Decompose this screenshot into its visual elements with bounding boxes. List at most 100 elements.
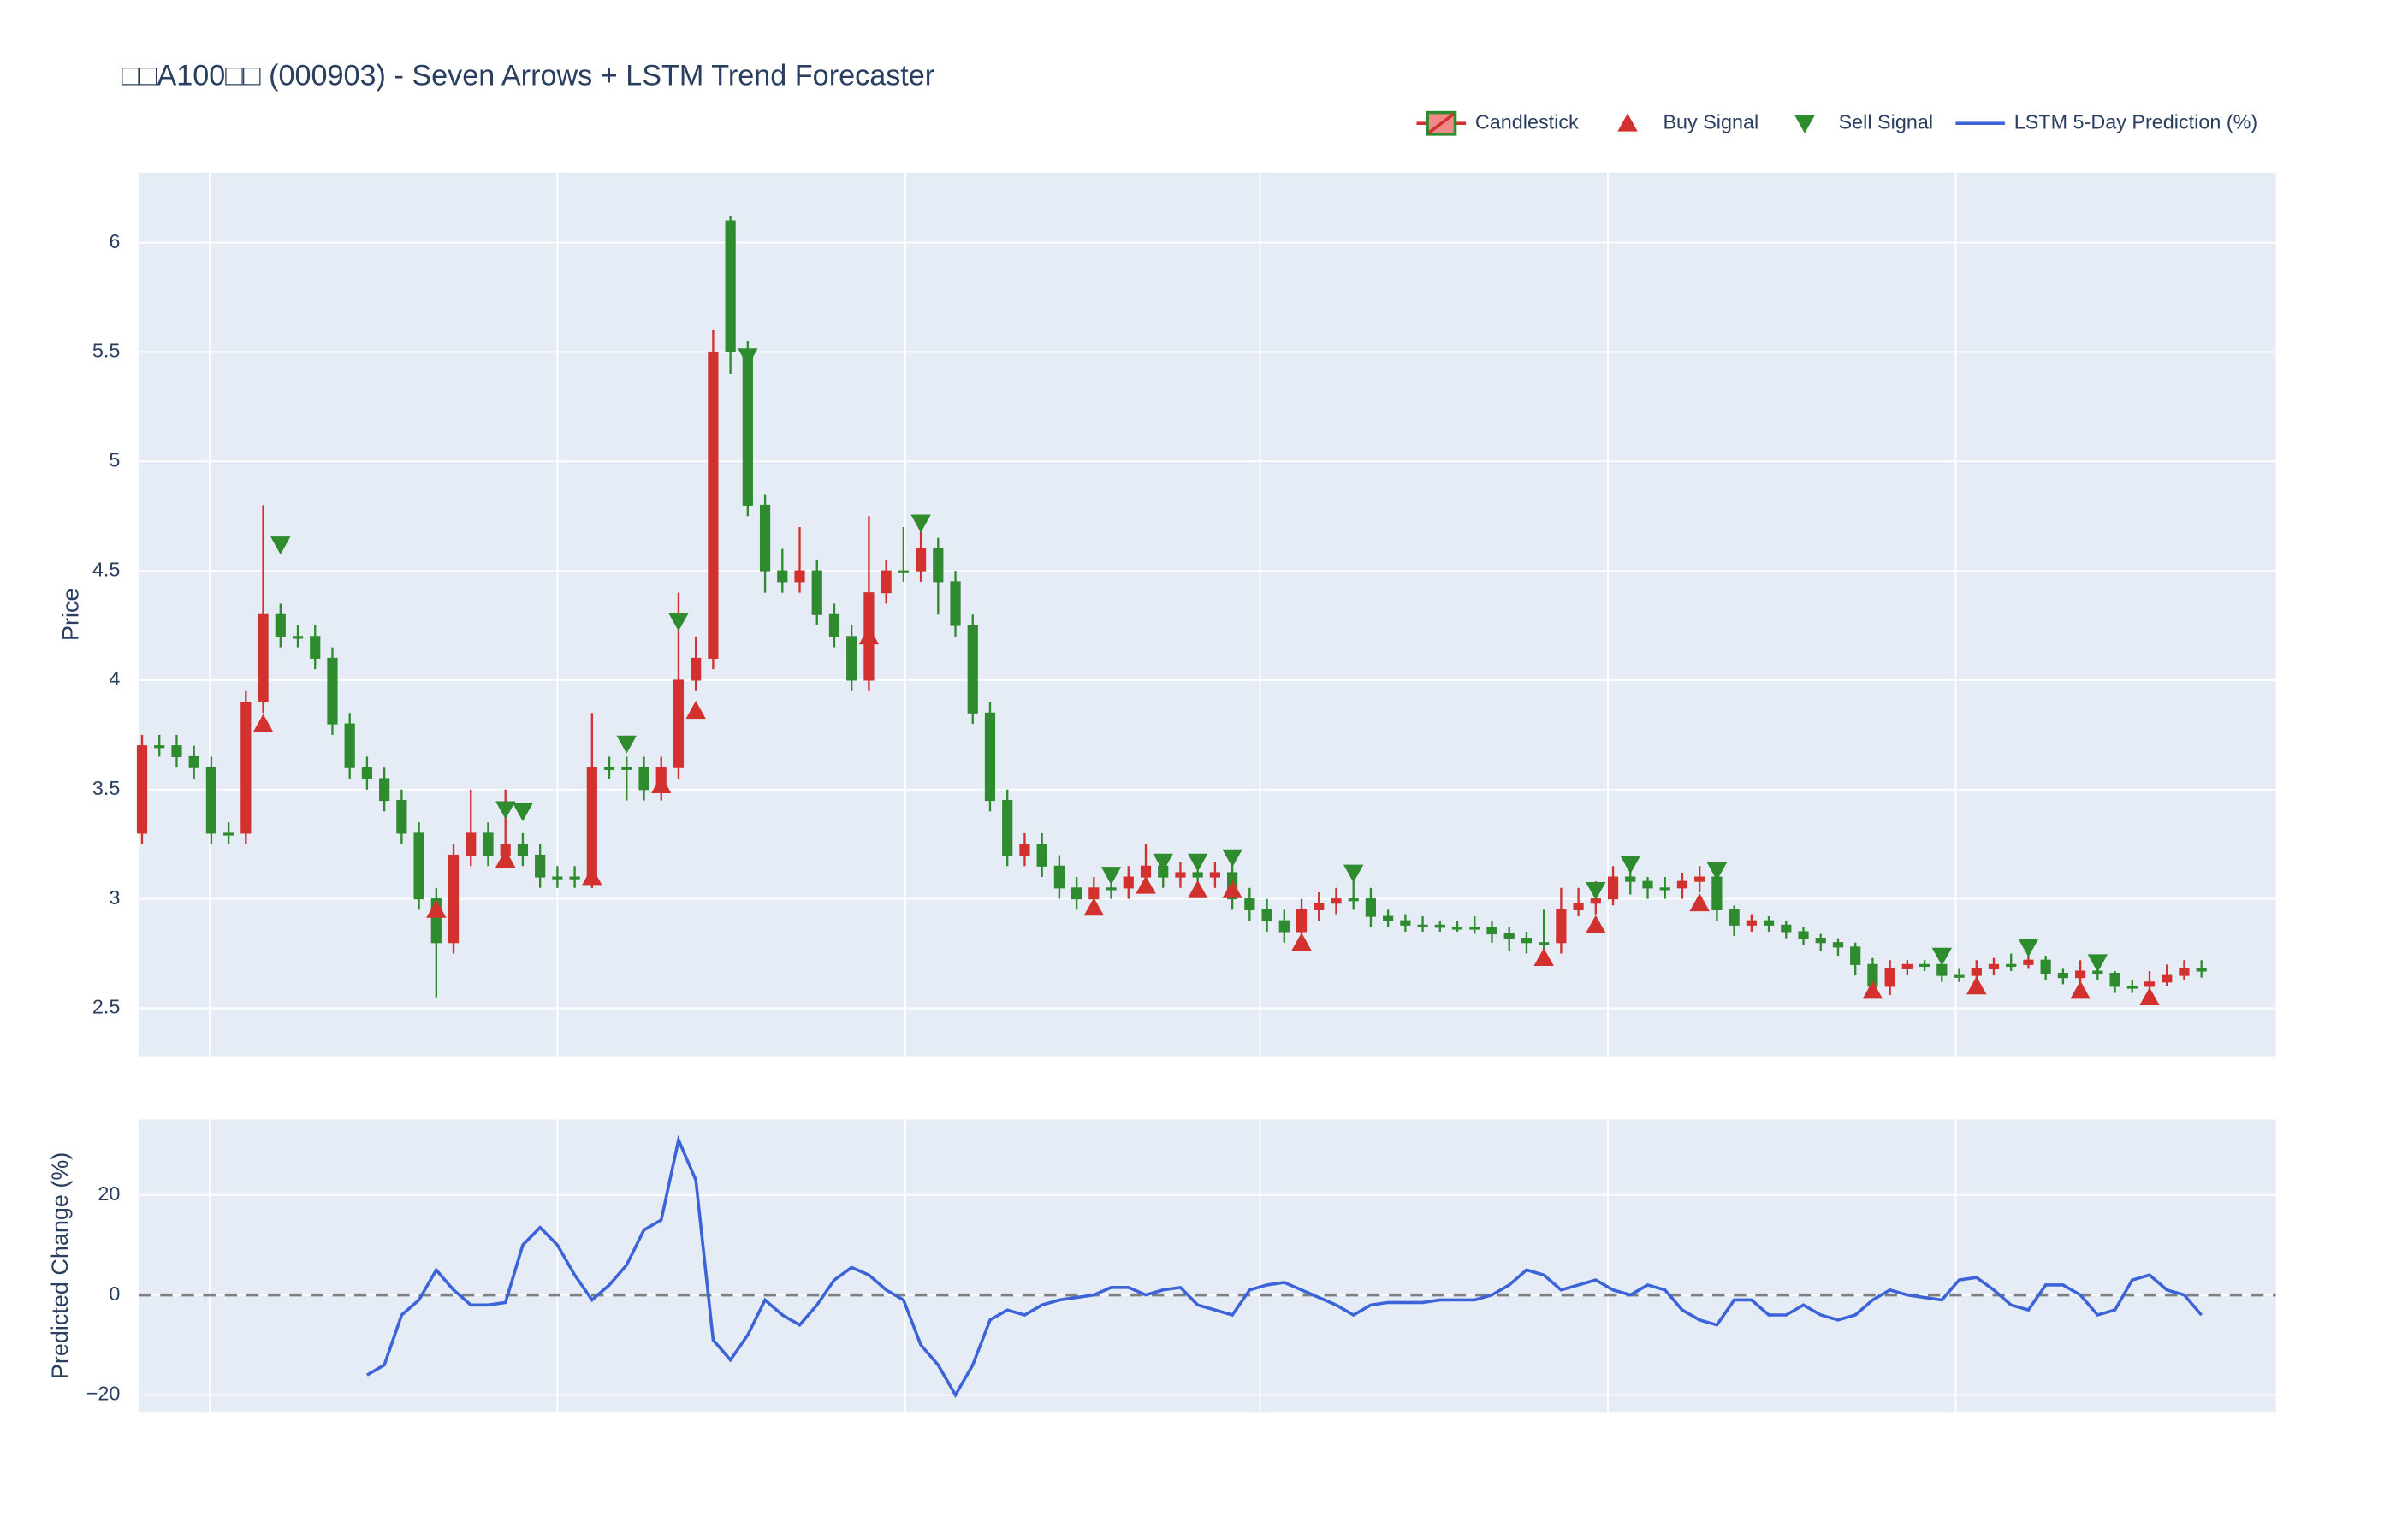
candle-body [223,832,234,836]
candle-body [1053,865,1065,889]
legend-icon [1794,115,1815,133]
signal-marker [1862,980,1883,999]
candle-body [2144,981,2156,987]
candle-body [310,636,321,659]
candle-body [466,832,477,856]
candle-body [1088,887,1100,900]
signal-marker [1620,856,1640,874]
signal-marker [270,536,291,555]
plot-background [138,1119,2276,1413]
candle-body [1694,876,1705,882]
candle-body [379,778,390,802]
signal-marker [2139,986,2160,1006]
candle-body [1486,927,1498,935]
candle-body [517,844,529,856]
candle-body [1936,963,1948,976]
candle-body [1365,898,1377,917]
candle-body [1296,909,1308,933]
chart-title: □□A100□□ (000903) - Seven Arrows + LSTM … [122,59,934,92]
candle-body [1503,933,1515,939]
signal-marker [1343,864,1364,883]
candle-body [1642,880,1653,889]
candle-body [1417,924,1428,928]
candle-body [1175,872,1186,878]
candle-body [275,613,286,637]
signal-marker [2087,954,2108,973]
candle-body [154,745,165,749]
legend-label: Buy Signal [1663,110,1758,133]
candle-body [2023,959,2034,965]
candle-body [1781,924,1792,933]
candle-body [1036,844,1047,867]
signal-marker [2018,939,2039,957]
candle-body [1539,942,1550,945]
candle-body [1971,968,1982,976]
legend-icon [1617,113,1638,132]
signal-marker [668,613,689,631]
candle-body [881,570,892,594]
candle-body [811,570,822,615]
signal-marker [1222,880,1242,898]
candle-body [1261,909,1272,921]
candle-body [171,745,182,757]
signal-marker [252,714,274,732]
signal-marker [1931,947,1953,966]
candle-body [240,701,252,834]
candle-body [292,636,304,639]
candle-body [1625,876,1636,882]
candle-body [552,876,563,880]
candle-body [136,745,148,834]
y-tick-label: 20 [98,1182,120,1205]
candle-body [535,854,546,878]
y-axis-title: Price [58,589,84,641]
candle-body [1884,968,1895,987]
candle-body [950,581,961,626]
candle-body [725,220,736,352]
signal-marker [858,626,880,645]
candle-body [2196,968,2207,972]
candle-body [2006,963,2017,968]
signal-marker [685,701,706,720]
signal-marker [1586,915,1606,933]
legend-label: LSTM 5-Day Prediction (%) [2014,110,2257,133]
candle-body [1850,946,1861,965]
candle-body [1556,909,1567,944]
y-tick-label: 4.5 [92,558,121,580]
candle-body [1192,872,1203,878]
candle-body [188,755,199,768]
signal-marker [651,774,672,794]
candle-body [2162,974,2173,983]
y-tick-label: 6 [109,230,120,252]
candle-body [742,351,753,506]
candle-body [1140,865,1152,878]
legend-label: Sell Signal [1839,110,1933,133]
candle-body [1798,931,1809,939]
candle-body [430,898,442,944]
candle-body [586,767,597,878]
y-tick-label: 0 [109,1282,120,1305]
y-tick-label: −20 [86,1383,121,1405]
candle-body [1434,924,1445,928]
candle-body [1607,876,1619,900]
y-tick-label: 4 [109,667,120,690]
signal-marker [1100,867,1122,886]
signal-marker [616,735,637,754]
candle-body [846,636,857,681]
signal-marker [426,899,447,918]
signal-marker [513,803,533,822]
candle-body [1278,920,1290,933]
candle-body [569,876,580,880]
candle-body [2057,973,2068,979]
candle-body [1002,800,1013,856]
y-tick-label: 2.5 [92,996,121,1018]
candle-body [1451,927,1463,930]
plot-background [138,172,2276,1057]
candle-body [1954,974,1965,978]
candle-body [1123,876,1134,889]
candle-body [759,504,771,572]
signal-marker [1153,853,1173,872]
candle-body [915,548,927,572]
candle-body [794,570,805,583]
